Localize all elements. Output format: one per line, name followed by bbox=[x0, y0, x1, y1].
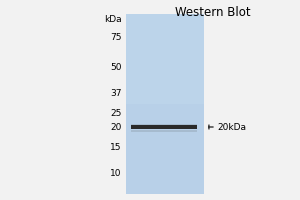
Bar bbox=[126, 14, 204, 104]
Text: 50: 50 bbox=[110, 62, 122, 72]
Bar bbox=[130, 125, 196, 129]
Text: 20: 20 bbox=[110, 122, 122, 132]
Bar bbox=[130, 130, 196, 132]
Text: 10: 10 bbox=[110, 168, 122, 178]
Text: 20kDa: 20kDa bbox=[218, 122, 247, 132]
Text: Western Blot: Western Blot bbox=[175, 6, 251, 19]
Text: 75: 75 bbox=[110, 32, 122, 42]
Text: kDa: kDa bbox=[104, 15, 122, 24]
Text: 37: 37 bbox=[110, 88, 122, 98]
Text: 25: 25 bbox=[110, 108, 122, 117]
Bar bbox=[126, 14, 204, 194]
Text: 15: 15 bbox=[110, 142, 122, 152]
Bar bbox=[130, 124, 196, 126]
